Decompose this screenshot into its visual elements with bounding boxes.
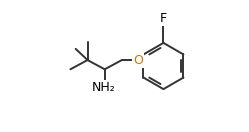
Text: O: O bbox=[133, 54, 143, 67]
Text: NH₂: NH₂ bbox=[92, 81, 116, 94]
Text: F: F bbox=[160, 12, 167, 25]
